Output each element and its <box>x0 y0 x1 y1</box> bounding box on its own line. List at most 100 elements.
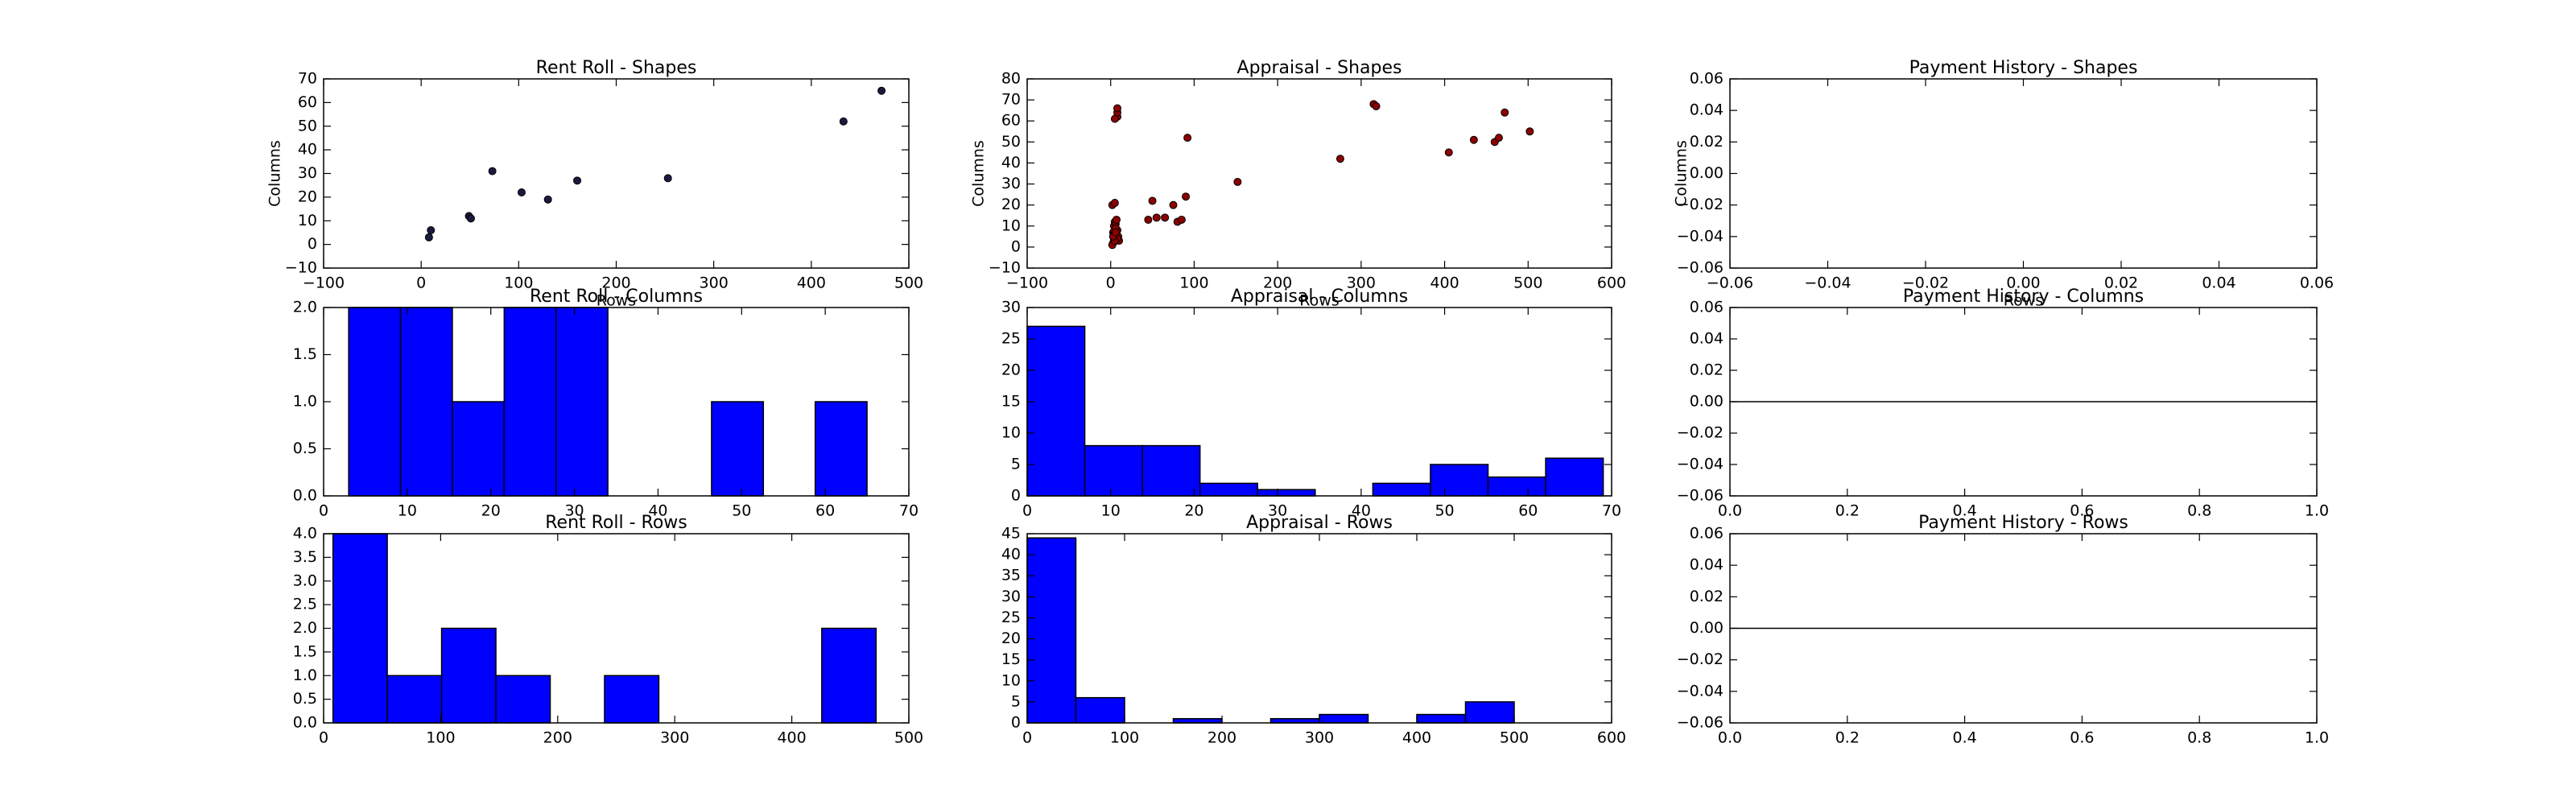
bar <box>1269 718 1320 724</box>
bar <box>452 401 506 497</box>
y-tick-label: 0.00 <box>1690 164 1724 182</box>
y-tick-label: 40 <box>1001 546 1021 564</box>
bar <box>348 307 402 497</box>
x-tick-label: 300 <box>660 729 689 747</box>
y-tick-label: 45 <box>1001 525 1021 543</box>
subplot-title: Appraisal - Columns <box>1231 287 1408 307</box>
point <box>1372 101 1381 110</box>
bar <box>503 307 557 497</box>
y-tick-label: 30 <box>298 164 317 182</box>
y-tick-label: 15 <box>1001 393 1021 411</box>
y-tick-label: 50 <box>1001 133 1021 151</box>
x-tick-label: 600 <box>1597 275 1626 292</box>
y-tick-label: 1.0 <box>293 667 317 684</box>
y-tick-label: 2.5 <box>293 596 317 613</box>
y-tick-label: −10 <box>285 259 317 277</box>
x-tick-label: −0.06 <box>1707 275 1753 292</box>
subplot: 0 100 200 300 400 500 0.0 0.5 1.0 1.5 2.0 2.5 3.0 3.5… <box>293 513 923 747</box>
x-tick-label: 300 <box>1347 275 1376 292</box>
y-tick-label: 0.04 <box>1690 330 1724 348</box>
point <box>877 86 886 95</box>
subplot-title: Appraisal - Rows <box>1246 513 1393 533</box>
x-tick-label: 0.8 <box>2187 729 2211 747</box>
y-tick-label: 0.5 <box>293 690 317 708</box>
bar <box>1199 482 1259 497</box>
y-tick-label: −10 <box>989 259 1021 277</box>
subplot-title: Payment History - Rows <box>1918 513 2128 533</box>
y-axis-label: Columns <box>1673 140 1690 207</box>
point <box>1112 215 1121 224</box>
x-tick-label: 0 <box>1106 275 1116 292</box>
x-tick-label: 30 <box>564 502 584 520</box>
axes-frame <box>1026 78 1612 269</box>
x-tick-label: 300 <box>1305 729 1334 747</box>
subplot-title: Appraisal - Shapes <box>1237 58 1402 78</box>
x-tick-label: 10 <box>1101 502 1121 520</box>
y-tick-label: 20 <box>1001 630 1021 647</box>
point <box>1501 108 1509 117</box>
y-tick-label: 0.02 <box>1690 361 1724 379</box>
y-tick-label: 70 <box>298 70 317 88</box>
bar <box>1141 444 1201 497</box>
point <box>573 176 582 185</box>
y-tick-label: 0 <box>1011 487 1021 505</box>
y-tick-label: 20 <box>298 188 317 205</box>
bar <box>495 675 551 724</box>
subplot-title: Rent Roll - Shapes <box>536 58 697 78</box>
y-tick-label: −0.02 <box>1677 650 1724 668</box>
x-tick-label: 20 <box>481 502 501 520</box>
y-tick-label: 4.0 <box>293 525 317 543</box>
point <box>1110 114 1119 123</box>
x-tick-label: 40 <box>648 502 667 520</box>
x-tick-label: 70 <box>1602 502 1621 520</box>
y-tick-label: 0.06 <box>1690 299 1724 316</box>
y-tick-label: −0.06 <box>1677 714 1724 732</box>
y-tick-label: 60 <box>1001 112 1021 130</box>
y-tick-label: 60 <box>298 93 317 111</box>
bar <box>1172 718 1223 724</box>
bar <box>555 307 609 497</box>
x-tick-label: 500 <box>894 275 923 292</box>
bar <box>814 401 868 497</box>
bar <box>1416 713 1467 724</box>
x-axis-label: Rows <box>597 292 636 310</box>
x-tick-label: 0.0 <box>1718 729 1742 747</box>
bar <box>1257 489 1316 497</box>
point <box>1177 215 1186 224</box>
subplot: 0 10 20 30 40 50 60 70 0 5 10 15 20 25 30 Appraisal - C… <box>1001 287 1621 520</box>
x-tick-label: 1.0 <box>2305 502 2329 520</box>
y-tick-label: 30 <box>1001 175 1021 192</box>
x-tick-label: 20 <box>1184 502 1203 520</box>
y-tick-label: −0.06 <box>1677 259 1724 277</box>
x-tick-label: 60 <box>815 502 835 520</box>
x-tick-label: −100 <box>1006 275 1048 292</box>
x-tick-label: 300 <box>700 275 729 292</box>
y-tick-label: 0.00 <box>1690 393 1724 411</box>
x-tick-label: 200 <box>601 275 630 292</box>
bar <box>604 675 660 724</box>
x-tick-label: 100 <box>504 275 533 292</box>
y-tick-label: 10 <box>298 212 317 229</box>
point <box>1144 215 1153 224</box>
x-tick-label: 100 <box>1179 275 1208 292</box>
y-tick-label: 5 <box>1011 692 1021 710</box>
bar <box>399 307 453 497</box>
bar <box>1430 464 1489 497</box>
y-tick-label: 25 <box>1001 330 1021 348</box>
bar <box>1545 457 1604 497</box>
y-tick-label: 3.5 <box>293 548 317 566</box>
x-tick-label: 400 <box>777 729 806 747</box>
y-tick-label: 0.06 <box>1690 525 1724 543</box>
x-tick-label: 50 <box>732 502 751 520</box>
y-tick-label: 2.0 <box>293 619 317 637</box>
y-tick-label: 30 <box>1001 588 1021 605</box>
point <box>1233 177 1242 186</box>
point <box>839 117 848 126</box>
x-tick-label: 100 <box>1110 729 1139 747</box>
y-tick-label: 80 <box>1001 70 1021 88</box>
point <box>1494 134 1503 142</box>
point <box>1110 199 1119 208</box>
x-tick-label: 0 <box>319 729 328 747</box>
bar <box>440 627 497 724</box>
